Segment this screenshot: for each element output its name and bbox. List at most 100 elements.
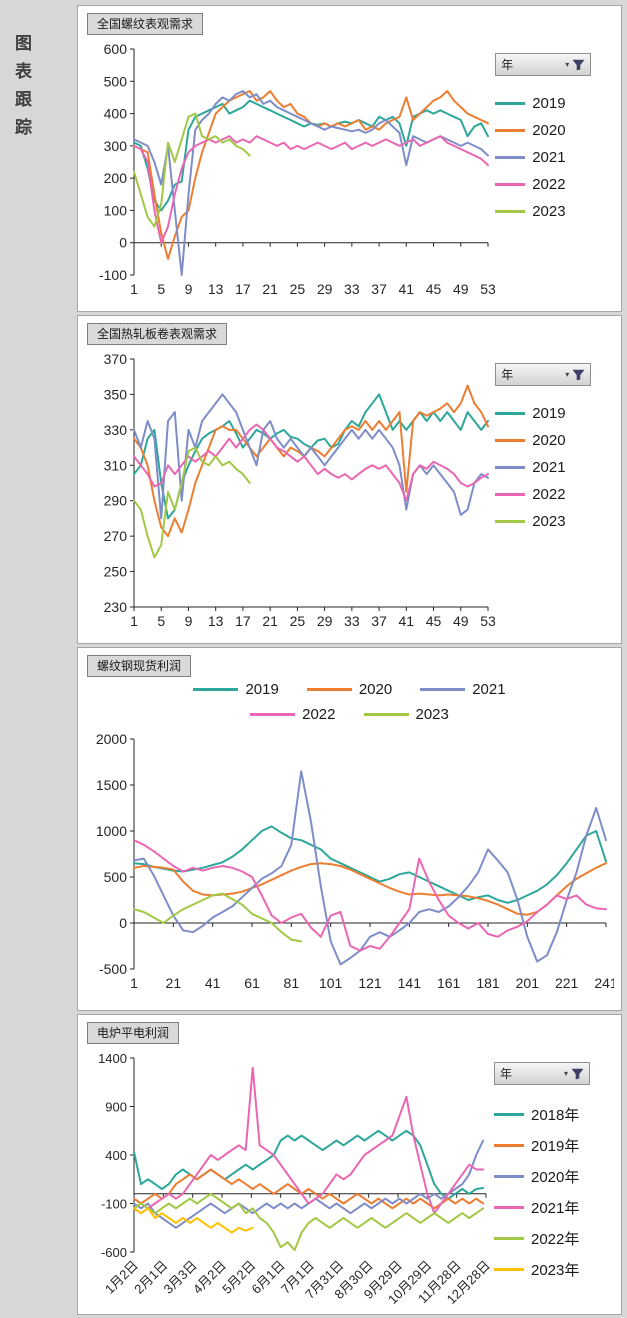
x-tick-label: 29 xyxy=(317,281,333,297)
legend-swatch xyxy=(495,129,526,132)
legend-item-2020: 2020 xyxy=(495,432,613,449)
legend-label: 2022 xyxy=(532,176,566,193)
y-tick-label: 300 xyxy=(104,138,128,154)
legend-label: 2021年 xyxy=(531,1200,580,1217)
y-tick-label: 250 xyxy=(104,564,128,580)
legend-item-2019: 2019 xyxy=(495,405,613,422)
x-tick-label: 29 xyxy=(317,613,333,629)
legend-rebar-apparent-demand: 年 ▾ 2019 2020 2021 2022 2023 xyxy=(495,37,613,225)
legend-swatch xyxy=(494,1237,524,1240)
panel-rebar-apparent-demand: 全国螺纹表观需求 -100 0 100 200 300 400 500 600 1 5 9 13 17 2… xyxy=(77,5,622,312)
x-tick-label: 141 xyxy=(398,975,422,991)
x-tick-label: 17 xyxy=(235,613,251,629)
x-tick-label: 49 xyxy=(453,613,469,629)
x-tick-label: 181 xyxy=(476,975,500,991)
y-tick-label: 500 xyxy=(104,73,128,89)
year-filter-button[interactable]: 年 ▾ xyxy=(495,53,592,76)
chart-title-chip: 螺纹钢现货利润 xyxy=(87,655,192,677)
legend-item-2022: 2022 xyxy=(495,176,613,193)
legend-item-2021年: 2021年 xyxy=(494,1197,612,1218)
x-tick-label: 13 xyxy=(208,281,224,297)
series-line-2023 xyxy=(133,892,303,943)
y-tick-label: 0 xyxy=(119,235,127,251)
chart-title-chip: 电炉平电利润 xyxy=(87,1022,180,1044)
filter-icon xyxy=(571,1068,584,1079)
x-tick-label: 45 xyxy=(426,281,442,297)
legend-swatch xyxy=(495,412,526,415)
x-tick-label: 25 xyxy=(290,613,306,629)
legend-item-2018年: 2018年 xyxy=(494,1104,612,1125)
legend-label: 2019年 xyxy=(531,1138,580,1155)
x-tick-label: 1 xyxy=(130,975,138,991)
x-tick-label: 33 xyxy=(344,281,360,297)
chart-title: 螺纹钢现货利润 xyxy=(97,659,182,673)
year-filter-button[interactable]: 年 ▾ xyxy=(494,1062,590,1085)
chart-title: 全国螺纹表观需求 xyxy=(97,17,194,31)
x-tick-label: 5 xyxy=(157,613,165,629)
panel-rebar-spot-profit: 螺纹钢现货利润 2019 2020 2021 2022 2023 -500 0 500 100… xyxy=(77,647,622,1011)
chart-panels-column: 全国螺纹表观需求 -100 0 100 200 300 400 500 600 1 5 9 13 17 2… xyxy=(77,5,622,1315)
legend-swatch xyxy=(495,493,526,496)
y-tick-label: 400 xyxy=(104,106,128,122)
legend-label: 2023 xyxy=(532,513,566,530)
x-tick-label: 17 xyxy=(235,281,251,297)
legend-label: 2022年 xyxy=(531,1231,580,1248)
legend-swatch xyxy=(494,1113,524,1116)
series-line-2022 xyxy=(133,423,489,502)
legend-swatch xyxy=(494,1175,524,1178)
x-tick-label: 41 xyxy=(399,281,415,297)
legend-item-2023年: 2023年 xyxy=(494,1259,612,1280)
chart-title-chip: 全国螺纹表观需求 xyxy=(87,13,204,35)
legend-item-2020: 2020 xyxy=(495,122,613,139)
legend-label: 2019 xyxy=(532,405,566,422)
series-line-2023 xyxy=(133,446,251,559)
x-tick-label: 61 xyxy=(244,975,260,991)
legend-item-2021: 2021 xyxy=(420,681,506,698)
x-tick-label: 221 xyxy=(555,975,579,991)
y-tick-label: 1500 xyxy=(96,777,127,793)
y-tick-label: 500 xyxy=(104,869,128,885)
legend-label: 2020年 xyxy=(531,1169,580,1186)
x-tick-label: 121 xyxy=(358,975,382,991)
panel-eaf-flat-power-profit: 电炉平电利润 -600 -100 400 900 1400 1月2日 2月1日 3月3日 4月2… xyxy=(77,1014,622,1315)
legend-label: 2020 xyxy=(358,681,393,698)
line-chart-eaf-flat-power-profit: -600-10040090014001月2日2月1日3月3日4月2日5月2日6月… xyxy=(98,1051,493,1307)
series-line-2019 xyxy=(133,825,607,904)
series-line-2023 xyxy=(133,112,251,228)
series-line-2022 xyxy=(133,135,489,244)
panel-hrc-apparent-demand: 全国热轧板卷表观需求 230 250 270 290 310 330 350 370 1 5 9 13… xyxy=(77,315,622,644)
line-chart-hrc-apparent-demand: 230 250 270 290 310 330 350 370 1 5 9 13 17 21 25 29 33 3… xyxy=(104,351,496,629)
legend-item-2021: 2021 xyxy=(495,149,613,166)
year-filter-button[interactable]: 年 ▾ xyxy=(495,363,592,386)
y-tick-label: 200 xyxy=(104,170,128,186)
y-tick-label: 270 xyxy=(104,528,128,544)
series-line-2019年 xyxy=(133,1168,485,1210)
legend-label: 2022 xyxy=(302,706,336,723)
legend-eaf-flat-power-profit: 年 ▾ 2018年 2019年 2020年 2021年 2022年 2023年 xyxy=(494,1046,612,1285)
x-tick-label: 1 xyxy=(130,613,138,629)
x-tick-label: 9 xyxy=(185,613,193,629)
legend-item-2019: 2019 xyxy=(193,681,279,698)
y-tick-label: 1000 xyxy=(96,823,127,839)
chart-title-chip: 全国热轧板卷表观需求 xyxy=(87,323,228,345)
x-tick-label: 5 xyxy=(157,281,165,297)
x-tick-label: 81 xyxy=(284,975,300,991)
legend-label: 2019 xyxy=(245,681,279,698)
x-tick-label: 201 xyxy=(516,975,540,991)
legend-item-2022: 2022 xyxy=(250,706,336,723)
x-tick-label: 49 xyxy=(453,281,469,297)
legend-swatch xyxy=(494,1144,524,1147)
legend-label: 2020 xyxy=(532,122,566,139)
series-line-2022 xyxy=(133,839,607,952)
filter-field-label: 年 xyxy=(501,368,514,382)
series-line-2021 xyxy=(133,393,489,520)
line-chart-rebar-apparent-demand: -100 0 100 200 300 400 500 600 1 5 9 13 17 21 25 29 33 37… xyxy=(99,41,495,297)
y-tick-label: 600 xyxy=(104,41,128,57)
legend-label: 2021 xyxy=(532,459,566,476)
legend-label: 2023 xyxy=(415,706,449,723)
legend-swatch xyxy=(495,183,526,186)
legend-swatch xyxy=(420,688,466,691)
panel-body: -600 -100 400 900 1400 1月2日 2月1日 3月3日 4月2日 5月2日 6月… xyxy=(86,1046,613,1308)
legend-label: 2023 xyxy=(532,203,566,220)
x-tick-label: 41 xyxy=(399,613,415,629)
